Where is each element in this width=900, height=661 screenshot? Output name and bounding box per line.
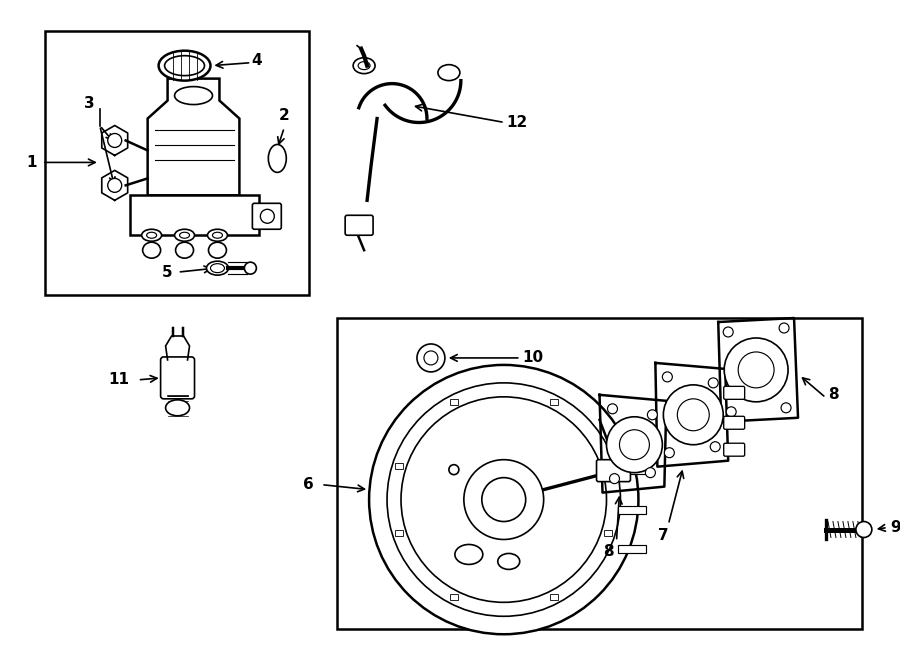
Text: 8: 8 bbox=[828, 387, 839, 403]
Circle shape bbox=[726, 407, 736, 417]
Bar bbox=[618, 465, 646, 474]
Circle shape bbox=[108, 178, 122, 192]
Text: 9: 9 bbox=[890, 520, 900, 535]
Circle shape bbox=[856, 522, 872, 537]
Circle shape bbox=[724, 338, 788, 402]
FancyBboxPatch shape bbox=[160, 357, 194, 399]
Text: 11: 11 bbox=[109, 372, 130, 387]
Bar bbox=[618, 506, 646, 514]
Bar bbox=[550, 399, 558, 405]
Circle shape bbox=[417, 344, 445, 372]
Text: 7: 7 bbox=[658, 527, 669, 543]
Circle shape bbox=[608, 404, 617, 414]
Ellipse shape bbox=[353, 58, 375, 73]
Ellipse shape bbox=[212, 232, 222, 238]
Polygon shape bbox=[130, 196, 259, 235]
Ellipse shape bbox=[211, 264, 224, 272]
Ellipse shape bbox=[358, 61, 370, 69]
Text: 1: 1 bbox=[27, 155, 37, 170]
Bar bbox=[604, 463, 612, 469]
Ellipse shape bbox=[208, 229, 228, 241]
Ellipse shape bbox=[209, 242, 227, 258]
Text: 8: 8 bbox=[603, 545, 614, 559]
Circle shape bbox=[464, 459, 544, 539]
Circle shape bbox=[387, 383, 620, 616]
Ellipse shape bbox=[147, 232, 157, 238]
Text: 3: 3 bbox=[85, 96, 95, 111]
Bar bbox=[45, 31, 310, 295]
Circle shape bbox=[449, 465, 459, 475]
Circle shape bbox=[710, 442, 720, 451]
Bar bbox=[395, 531, 403, 537]
Text: 2: 2 bbox=[279, 108, 290, 123]
Bar bbox=[550, 594, 558, 600]
Ellipse shape bbox=[166, 400, 190, 416]
Ellipse shape bbox=[175, 229, 194, 241]
Bar bbox=[450, 594, 458, 600]
Ellipse shape bbox=[268, 145, 286, 173]
Ellipse shape bbox=[454, 545, 482, 564]
Ellipse shape bbox=[206, 261, 229, 275]
Text: 5: 5 bbox=[162, 264, 173, 280]
FancyBboxPatch shape bbox=[252, 204, 282, 229]
Circle shape bbox=[609, 474, 619, 484]
Circle shape bbox=[424, 351, 438, 365]
Text: 6: 6 bbox=[303, 477, 314, 492]
Ellipse shape bbox=[260, 210, 274, 223]
FancyBboxPatch shape bbox=[345, 215, 373, 235]
Circle shape bbox=[108, 134, 122, 147]
Bar bbox=[395, 463, 403, 469]
Circle shape bbox=[781, 403, 791, 413]
Bar bbox=[618, 545, 646, 553]
Ellipse shape bbox=[141, 229, 162, 241]
Ellipse shape bbox=[158, 51, 211, 81]
FancyBboxPatch shape bbox=[597, 459, 630, 482]
Ellipse shape bbox=[175, 87, 212, 104]
FancyBboxPatch shape bbox=[724, 416, 744, 429]
Circle shape bbox=[708, 378, 718, 388]
Polygon shape bbox=[148, 79, 239, 196]
Circle shape bbox=[664, 447, 674, 457]
FancyBboxPatch shape bbox=[724, 444, 744, 456]
Circle shape bbox=[245, 262, 256, 274]
Circle shape bbox=[401, 397, 607, 602]
Text: 4: 4 bbox=[251, 53, 262, 68]
Ellipse shape bbox=[180, 232, 190, 238]
Circle shape bbox=[607, 417, 662, 473]
Ellipse shape bbox=[176, 242, 194, 258]
Ellipse shape bbox=[438, 65, 460, 81]
Ellipse shape bbox=[498, 553, 519, 569]
Text: 12: 12 bbox=[507, 115, 528, 130]
Circle shape bbox=[779, 323, 789, 333]
Bar bbox=[604, 531, 612, 537]
Circle shape bbox=[369, 365, 638, 635]
Circle shape bbox=[645, 468, 655, 478]
Bar bbox=[450, 399, 458, 405]
Text: 10: 10 bbox=[523, 350, 544, 366]
Circle shape bbox=[662, 372, 672, 382]
Circle shape bbox=[647, 410, 657, 420]
Bar bbox=[338, 318, 862, 629]
Ellipse shape bbox=[165, 56, 204, 75]
Circle shape bbox=[724, 327, 733, 337]
Circle shape bbox=[738, 352, 774, 388]
Circle shape bbox=[678, 399, 709, 431]
Circle shape bbox=[482, 478, 526, 522]
Ellipse shape bbox=[142, 242, 160, 258]
Circle shape bbox=[663, 385, 724, 445]
Circle shape bbox=[619, 430, 650, 459]
FancyBboxPatch shape bbox=[724, 387, 744, 399]
